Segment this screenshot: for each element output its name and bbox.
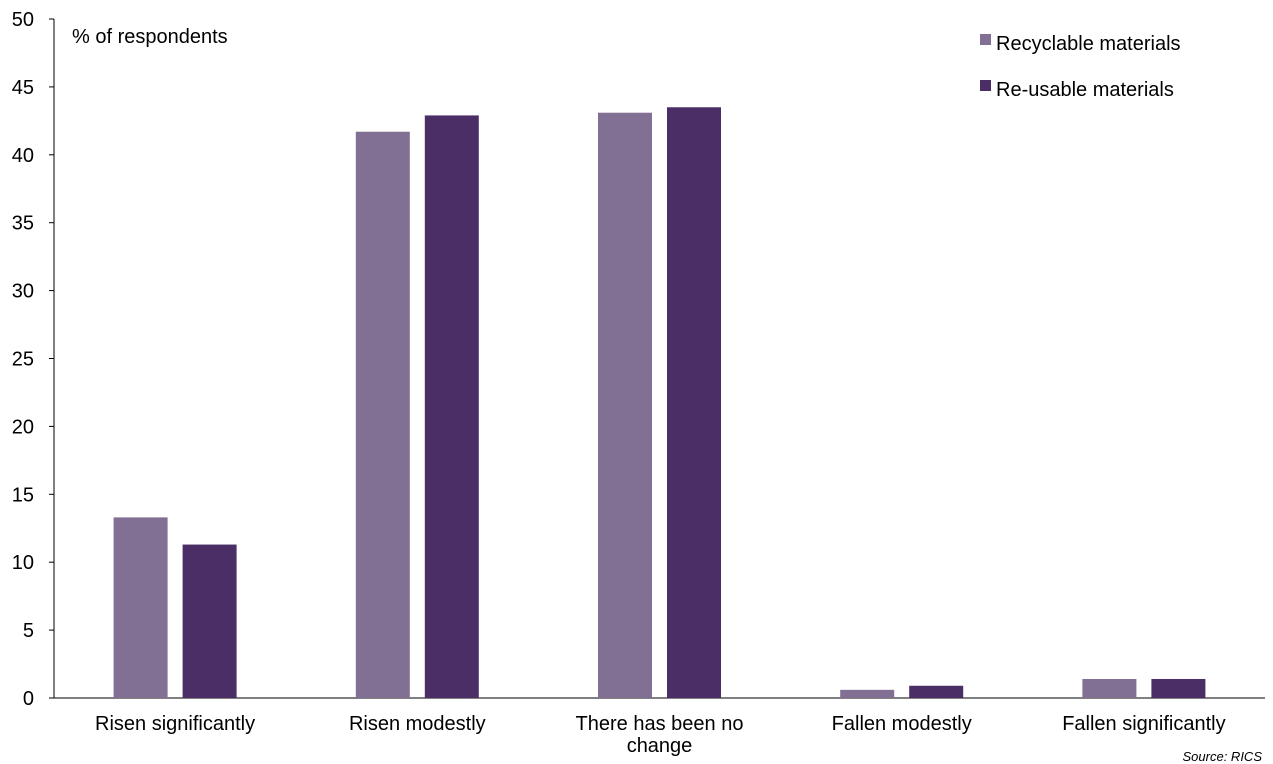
bar [909,686,963,698]
legend: Recyclable materials Re-usable materials [980,33,1181,101]
x-category-label: There has been no change [576,713,744,757]
bar [183,545,237,698]
bar [425,115,479,698]
x-category-label: Risen modestly [349,713,486,735]
x-category-label: Fallen modestly [832,713,972,735]
bars [114,107,1206,698]
y-axis-title: % of respondents [72,26,228,48]
y-tick-label: 20 [12,416,34,438]
legend-swatch [980,80,991,91]
bar [1151,679,1205,698]
source-note: Source: RICS [1183,749,1263,764]
bar [1082,679,1136,698]
y-tick-label: 5 [23,620,34,642]
y-tick-label: 50 [12,9,34,31]
x-category-label: Fallen significantly [1062,713,1225,735]
bar [667,107,721,698]
y-tick-label: 25 [12,349,34,371]
legend-label: Recyclable materials [996,33,1181,55]
bar [840,690,894,698]
y-tick-label: 15 [12,484,34,506]
bar [114,517,168,698]
y-tick-label: 10 [12,552,34,574]
bar [356,132,410,698]
bar [598,113,652,698]
x-category-label: Risen significantly [95,713,255,735]
legend-label: Re-usable materials [996,79,1174,101]
y-tick-label: 40 [12,145,34,167]
legend-swatch [980,34,991,45]
y-tick-label: 35 [12,213,34,235]
y-tick-label: 0 [23,688,34,710]
y-tick-label: 45 [12,77,34,99]
y-tick-label: 30 [12,281,34,303]
